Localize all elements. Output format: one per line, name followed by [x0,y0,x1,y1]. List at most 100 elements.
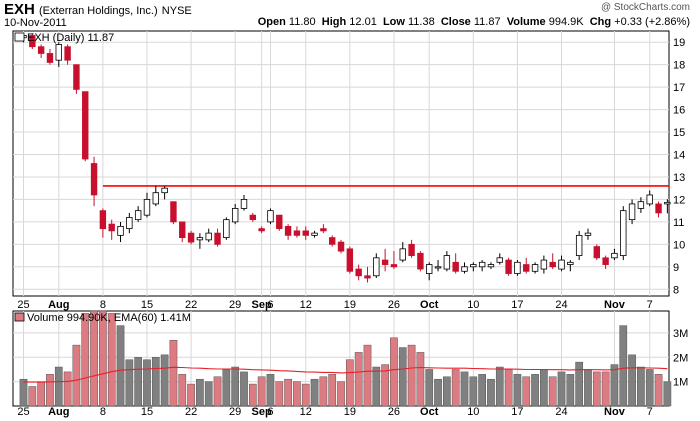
volume-bar [284,378,292,407]
volume-bar [63,371,72,407]
volume-bar [196,378,204,407]
volume-bar [160,354,169,407]
candle-body [523,264,530,272]
chart-header: EXH (Exterran Holdings, Inc.) NYSE 10-No… [4,0,696,30]
volume-bar [372,366,381,407]
candle-body [214,232,221,245]
volume-bar [663,381,672,407]
candle-body [531,264,539,272]
x-tick-label: 15 [141,406,153,418]
candle-body [461,266,468,272]
quote-summary: Open 11.80 High 12.01 Low 11.38 Close 11… [258,16,690,28]
volume-value: 994.9K [548,16,584,28]
volume-bar [125,359,134,407]
x-tick-label: 10 [467,299,479,311]
volume-bar [416,352,425,407]
volume-bar [478,374,486,407]
x-tick-label: 26 [388,406,400,418]
price-legend-swatch [14,32,25,42]
price-panel-frame [12,30,670,297]
candle-body [55,44,62,61]
x-tick-label: Aug [48,406,69,418]
candle-body [328,237,336,245]
volume-bar [134,357,143,407]
x-tick-label: 12 [300,299,312,311]
candle-body [117,225,124,236]
candle-body [549,261,556,268]
x-tick-label: 17 [511,406,523,418]
volume-bar [584,369,592,407]
volume-bar [522,376,531,407]
candle-body [73,64,80,90]
price-y-tick-label: 13 [673,172,685,184]
volume-bar [495,366,504,407]
volume-bar [46,374,54,407]
open-label: Open [257,16,286,28]
volume-bar [19,378,28,407]
volume-bar [90,310,98,407]
x-tick-label: 6 [267,299,273,311]
volume-bar [107,313,116,407]
x-tick-label: Nov [604,299,626,311]
volume-bar [143,359,151,407]
price-y-tick-label: 16 [673,105,685,117]
volume-bar [240,371,248,407]
low-label: Low [382,16,405,28]
close-value: 11.87 [473,16,501,28]
candle-body [364,275,371,279]
candle-body [99,210,107,230]
company-name: (Exterran Holdings, Inc.) [39,5,158,17]
candle-body [399,248,406,261]
volume-bar [451,369,460,407]
volume-bar [275,381,284,407]
volume-bar [178,374,187,407]
volume-bar [469,376,478,407]
volume-y-axis: 1M 2M 3M [673,328,688,389]
volume-y-tick-label: 2M [673,352,688,364]
price-y-tick-label: 19 [673,37,685,49]
x-tick-label: 26 [388,299,400,311]
candle-body [64,46,71,61]
x-tick-label: 29 [229,406,241,418]
volume-bar [390,337,398,407]
candle-body [637,201,645,209]
price-grid [13,31,669,296]
x-tick-label: 12 [300,406,312,418]
candle-body [170,201,177,223]
candle-body [302,230,309,236]
candle-body [108,223,115,232]
candle-body [443,255,451,270]
candle-body [311,232,318,236]
candle-body [293,230,301,236]
volume-bar [513,374,522,407]
volume-bar [434,378,442,407]
candles [20,33,671,283]
chg-label: Chg [589,16,612,28]
candle-body [611,252,618,259]
volume-bar [28,386,37,407]
candle-body [196,237,204,241]
price-y-tick-label: 11 [673,217,684,229]
price-y-tick-label: 15 [673,127,685,139]
candle-body [276,214,283,230]
exchange: NYSE [161,5,192,17]
candle-body [575,234,583,256]
chart-date: 10-Nov-2011 [4,17,67,29]
volume-bar [319,376,328,407]
volume-bar [72,344,81,407]
volume-bar [54,366,63,407]
candle-body [408,243,415,256]
volume-bar [213,376,222,407]
candle-body [620,210,627,256]
volume-bar [381,364,389,407]
x-tick-label: 8 [100,406,106,418]
close-label: Close [440,16,471,28]
volume-bar [628,354,636,407]
candle-body [258,228,265,232]
volume-bars [19,310,672,407]
volume-bar [37,381,45,407]
candle-body [373,257,380,277]
x-tick-label: Nov [604,406,626,418]
candle-body [337,241,345,252]
